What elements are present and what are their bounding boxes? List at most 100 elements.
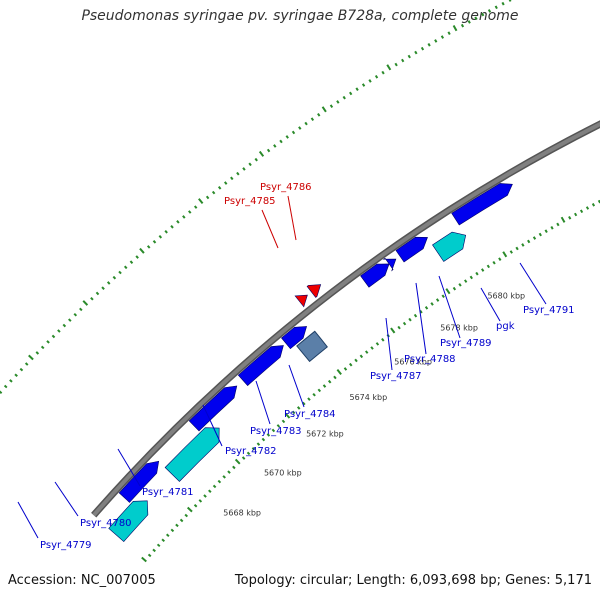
inner-tick [402, 321, 407, 326]
inner-tick [441, 294, 445, 299]
gene-psyr_4784-shape[interactable] [281, 326, 308, 350]
gene-psyr_4785-label[interactable]: Psyr_4785 [224, 196, 276, 207]
outer-tick [321, 106, 327, 113]
selected-gene-highlight[interactable] [296, 330, 329, 363]
tick-label: 5674 kbp [350, 393, 388, 402]
outer-tick [420, 46, 425, 51]
outer-tick [248, 162, 252, 167]
gene-psyr_4779-shape[interactable] [108, 500, 149, 543]
gene-psyr_4791-label[interactable]: Psyr_4791 [523, 305, 575, 316]
gene-pgk-shape[interactable] [432, 231, 467, 262]
outer-tick [24, 362, 29, 366]
inner-tick [281, 419, 286, 424]
outer-tick [427, 42, 431, 47]
inner-tick [152, 548, 156, 553]
gene-psyr_4781-label[interactable]: Psyr_4781 [142, 487, 194, 498]
inner-tick [336, 369, 342, 375]
outer-tick [266, 148, 271, 153]
gene-psyr_4783-label[interactable]: Psyr_4783 [250, 426, 302, 437]
outer-tick [101, 286, 105, 290]
inner-tick [141, 556, 147, 563]
outer-tick [139, 247, 145, 254]
inner-tick [198, 499, 203, 503]
inner-tick [232, 465, 236, 470]
outer-tick [258, 150, 265, 157]
gene-psyr_4787-label[interactable]: Psyr_4787 [370, 371, 422, 382]
gene-psyr_4784-label[interactable]: Psyr_4784 [284, 409, 336, 420]
inner-tick [203, 494, 207, 498]
inner-tick [241, 456, 246, 460]
inner-tick [538, 232, 542, 237]
outer-tick [188, 210, 192, 214]
gene-psyr_4788-shape[interactable] [382, 257, 397, 272]
inner-tick [261, 437, 266, 442]
gene-psyr_4786-label[interactable]: Psyr_4786 [260, 182, 312, 193]
inner-tick [322, 384, 327, 388]
inner-tick [502, 251, 508, 258]
inner-tick [284, 412, 291, 419]
inner-tick [435, 298, 440, 302]
outer-tick [51, 334, 56, 339]
gene-pgk-label[interactable]: pgk [496, 321, 515, 332]
inner-tick [333, 375, 337, 380]
outer-tick [355, 87, 359, 92]
inner-tick [212, 484, 217, 489]
inner-tick [208, 489, 212, 493]
backbone-shadow [91, 120, 600, 518]
outer-tick [285, 135, 289, 139]
gene-psyr_4789-label[interactable]: Psyr_4789 [440, 338, 492, 349]
gene-psyr_4791-shape[interactable] [451, 183, 513, 226]
inner-tick [302, 401, 306, 406]
gene-psyr_4789-shape[interactable] [395, 236, 428, 263]
gene-psyr_4780-label[interactable]: Psyr_4780 [80, 518, 132, 529]
inner-tick [222, 475, 226, 479]
inner-tick [175, 523, 179, 528]
gene-psyr_4781-shape[interactable] [164, 427, 220, 482]
outer-tick [35, 351, 40, 355]
outer-tick [182, 215, 186, 219]
outer-tick [474, 16, 478, 21]
gene-psyr_4780-shape[interactable] [118, 460, 160, 503]
gene-psyr_4782-shape[interactable] [188, 385, 238, 432]
gene-psyr_4783-shape[interactable] [237, 345, 284, 387]
inner-tick [544, 229, 548, 233]
outer-tick [164, 229, 168, 234]
outer-tick [135, 255, 139, 259]
outer-tick [82, 300, 89, 306]
gene-psyr_4786-shape[interactable] [306, 284, 322, 298]
inner-tick [246, 451, 251, 456]
inner-tick [381, 337, 385, 342]
inner-tick [266, 433, 271, 437]
inner-tick [464, 279, 468, 283]
outer-tick [273, 144, 277, 148]
outer-tick [9, 379, 13, 383]
gene-psyr_4785-shape[interactable] [294, 294, 308, 308]
inner-tick [161, 538, 165, 543]
gene-psyr_4787-shape[interactable] [360, 263, 390, 288]
inner-tick [574, 212, 578, 217]
inner-tick [469, 275, 473, 280]
outer-tick [349, 91, 353, 96]
inner-tick [147, 553, 152, 558]
outer-tick [481, 12, 485, 17]
inner-tick [184, 513, 189, 518]
tick-label: 5676 kbp [394, 357, 432, 366]
outer-tick [112, 275, 117, 280]
outer-tick [452, 25, 458, 32]
topology-text: Topology: circular; Length: 6,093,698 bp… [234, 573, 592, 588]
inner-tick [343, 367, 348, 371]
inner-tick [532, 236, 537, 240]
inner-tick [430, 302, 434, 306]
inner-tick [349, 362, 353, 367]
tick-label: 5680 kbp [487, 292, 525, 301]
outer-tick [401, 58, 405, 63]
gene-psyr_4782-label[interactable]: Psyr_4782 [225, 446, 277, 457]
outer-tick [146, 245, 151, 249]
inner-tick [186, 506, 193, 513]
gene-psyr_4788-label[interactable]: Psyr_4788 [404, 354, 456, 365]
gene-psyr_4779-label[interactable]: Psyr_4779 [40, 540, 92, 551]
outer-tick [14, 373, 18, 378]
outer-tick [62, 323, 67, 328]
inner-tick [527, 239, 531, 244]
